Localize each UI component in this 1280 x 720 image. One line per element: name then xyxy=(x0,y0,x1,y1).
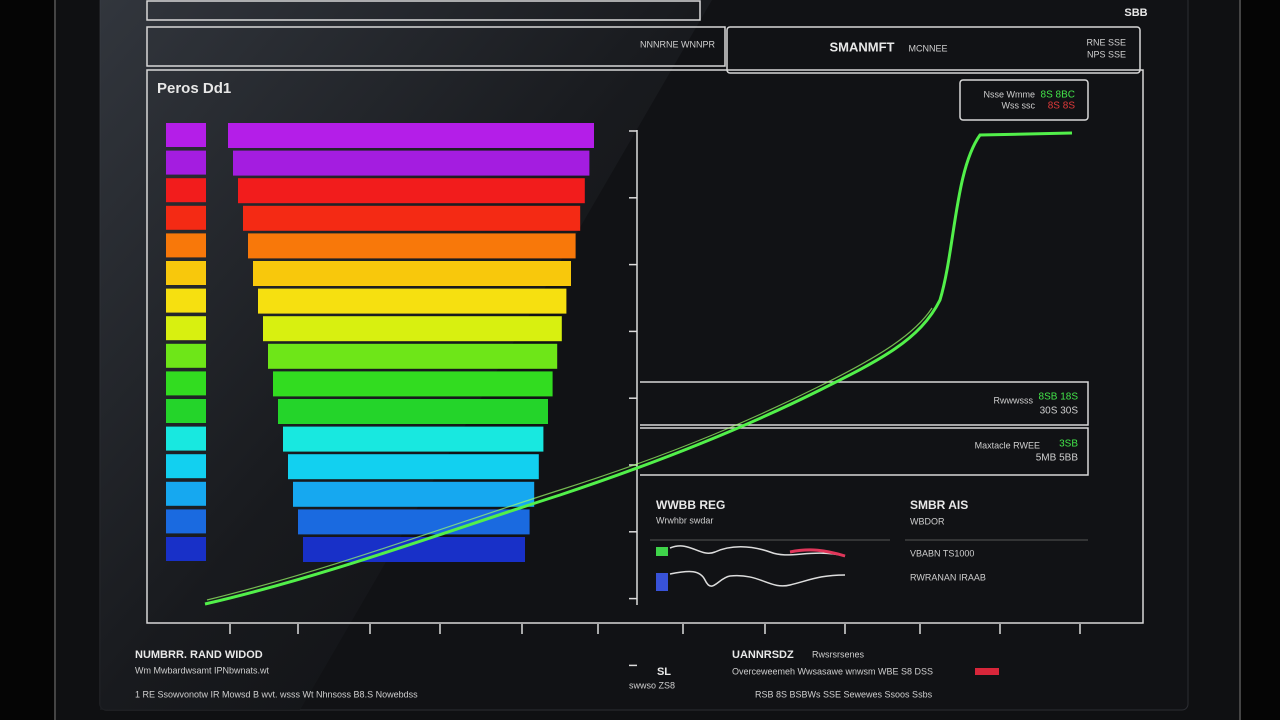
spark-badge xyxy=(656,573,668,591)
sparkline xyxy=(669,570,846,587)
funnel-bar xyxy=(293,481,535,507)
funnel xyxy=(166,123,594,562)
sparkline-highlight xyxy=(789,548,846,558)
funnel-key xyxy=(166,509,206,534)
panel-title: SMBR AIS xyxy=(910,498,968,512)
header-meta: NPS SSE xyxy=(1087,49,1126,59)
funnel-key xyxy=(166,537,206,561)
footer-badge xyxy=(975,668,999,675)
panel-row: RWRANAN IRAAB xyxy=(910,572,986,582)
top-bar xyxy=(146,0,701,21)
top-icon[interactable]: SBB xyxy=(1124,7,1147,19)
funnel-bar xyxy=(238,178,585,204)
panel-caption: Wrwhbr swdar xyxy=(656,515,713,525)
funnel-key xyxy=(166,261,206,285)
funnel-bar xyxy=(303,537,525,562)
funnel-bar xyxy=(298,509,530,535)
funnel-bar xyxy=(263,316,562,342)
funnel-bar xyxy=(288,454,539,480)
funnel-key xyxy=(166,426,206,451)
trend-line xyxy=(204,131,1073,606)
header-caption: NNNRNE WNNPR xyxy=(640,39,715,49)
funnel-key xyxy=(166,150,206,175)
legend-label: Nsse Wmme xyxy=(984,89,1036,99)
footer-title: SL xyxy=(657,666,671,678)
footer-small: swwso ZS8 xyxy=(629,680,675,690)
legend-value: 3SB xyxy=(1059,439,1078,450)
legend-box xyxy=(640,381,1089,426)
legend-label: Maxtacle RWEE xyxy=(975,440,1040,450)
funnel-bar xyxy=(253,261,571,286)
funnel-bar xyxy=(273,371,553,397)
funnel-key xyxy=(166,205,206,230)
legend-value: 8S 8S xyxy=(1048,101,1076,112)
sparkline xyxy=(669,545,846,557)
funnel-key xyxy=(166,288,206,313)
funnel-key xyxy=(166,481,206,506)
funnel-bar xyxy=(268,343,558,369)
panel-row: WBDOR xyxy=(910,516,945,526)
header-subtitle: MCNNEE xyxy=(908,43,947,53)
funnel-key xyxy=(166,178,206,203)
footer-line: Wm Mwbardwsamt IPNbwnats.wt xyxy=(135,665,270,675)
legend-value: 8SB 18S xyxy=(1039,392,1079,403)
funnel-key xyxy=(166,371,206,396)
funnel-key xyxy=(166,454,206,479)
spark-badge xyxy=(656,547,668,556)
header-title: SMANMFT xyxy=(830,39,895,54)
bottom-axis-ticks xyxy=(229,624,1081,634)
funnel-bar xyxy=(228,123,594,148)
funnel-bar xyxy=(283,426,544,452)
funnel-bar xyxy=(233,150,590,176)
legend-label: Rwwwsss xyxy=(994,395,1034,405)
legend-box xyxy=(640,427,1089,476)
chart-title: Peros Dd1 xyxy=(157,80,231,97)
panel-title: WWBB REG xyxy=(656,498,725,512)
footer-small: RSB 8S BSBWs SSE Sewewes Ssoos Ssbs xyxy=(755,689,933,699)
footer-sub: Rwsrsrsenes xyxy=(812,649,865,659)
header-left xyxy=(146,26,726,67)
legend-value: 30S 30S xyxy=(1040,406,1079,417)
funnel-key xyxy=(166,233,206,258)
legend-value: 5MB 5BB xyxy=(1036,453,1079,464)
chart-frame xyxy=(146,69,1144,624)
legend-value: 8S 8BC xyxy=(1041,90,1075,101)
legend-label: Wss ssc xyxy=(1002,100,1036,110)
funnel-bar xyxy=(278,399,548,424)
funnel-key xyxy=(166,316,206,341)
footer-title: UANNRSDZ xyxy=(732,649,794,661)
funnel-bar xyxy=(248,233,576,259)
funnel-key xyxy=(166,123,206,147)
funnel-key xyxy=(166,399,206,423)
trend-line-secondary xyxy=(206,307,933,601)
footer-small: 1 RE Ssowvonotw IR Mowsd B wvt. wsss Wt … xyxy=(135,689,418,699)
legend-box xyxy=(959,79,1089,121)
footer-line: Overceweemeh Wwsasawe wnwsm WBE S8 DSS xyxy=(732,666,933,676)
footer-title: NUMBRR. RAND WIDOD xyxy=(135,649,263,661)
funnel-key xyxy=(166,343,206,368)
panel-row: VBABN TS1000 xyxy=(910,548,974,558)
header-meta: RNE SSE xyxy=(1086,37,1126,47)
header-right xyxy=(726,26,1141,74)
funnel-bar xyxy=(243,205,581,231)
funnel-bar xyxy=(258,288,567,314)
